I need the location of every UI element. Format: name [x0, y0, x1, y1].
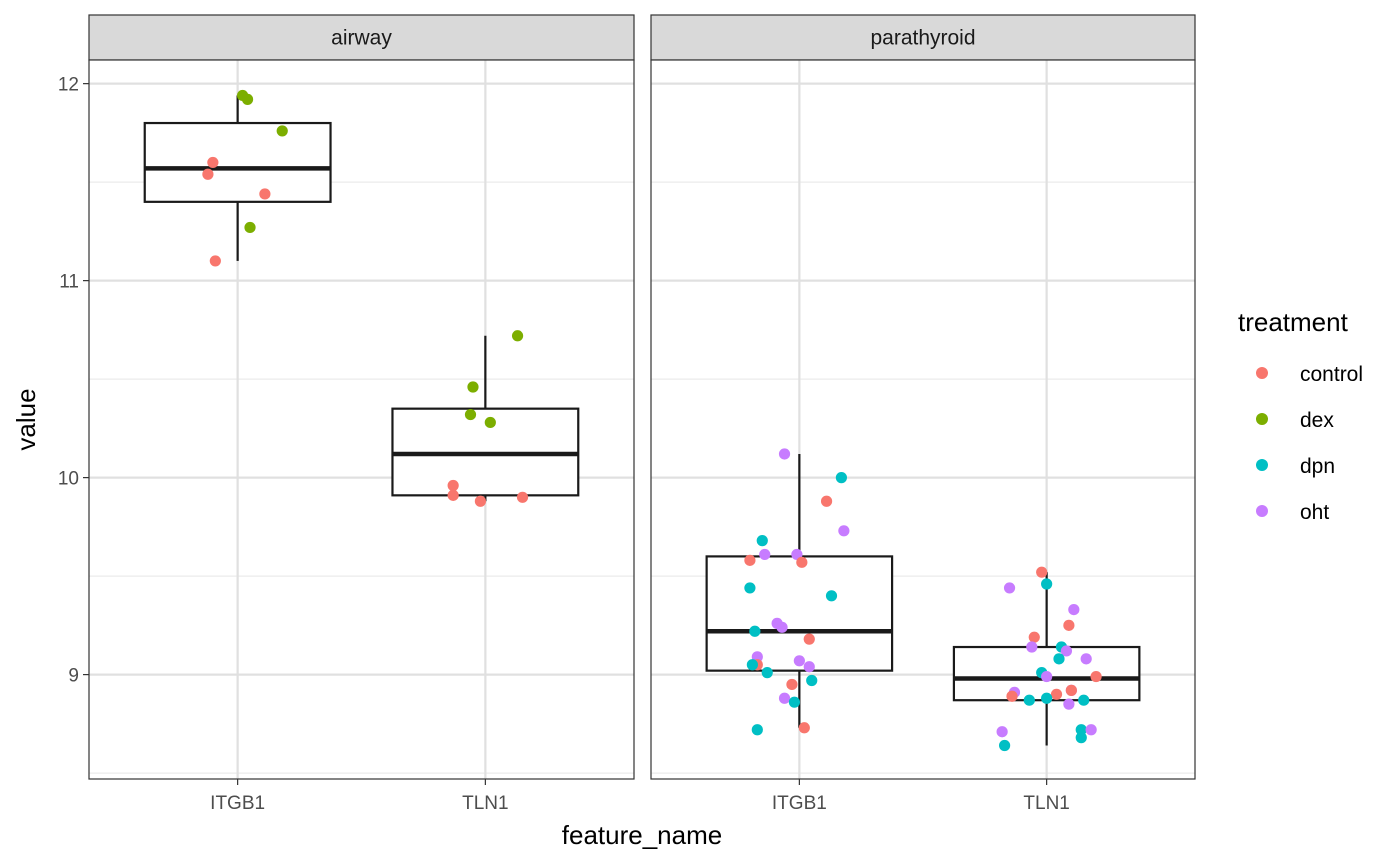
legend-key-dpn: [1256, 459, 1268, 471]
data-point-oht: [996, 726, 1008, 738]
data-point-dpn: [788, 696, 801, 708]
data-point-dpn: [1041, 578, 1053, 590]
panel-border: [88, 59, 635, 780]
data-point-dpn: [1053, 653, 1065, 665]
data-point-control: [474, 495, 487, 507]
data-point-control: [202, 168, 214, 180]
data-point-dpn: [761, 667, 773, 679]
data-point-control: [207, 156, 219, 169]
data-point-oht: [1080, 653, 1092, 665]
legend-key-control: [1256, 367, 1268, 379]
data-point-control: [1006, 690, 1018, 702]
data-point-control: [447, 479, 459, 492]
data-point-control: [1028, 631, 1040, 643]
data-point-control: [1036, 566, 1048, 578]
facet-strip-label: airway: [331, 27, 392, 50]
data-point-oht: [1063, 698, 1075, 710]
data-point-dpn: [746, 659, 758, 671]
data-point-dpn: [806, 674, 818, 687]
data-point-control: [786, 678, 798, 691]
y-tick-label: 10: [58, 469, 79, 490]
data-point-oht: [793, 655, 805, 667]
x-tick-label: TLN1: [462, 793, 508, 814]
data-point-control: [820, 495, 833, 507]
legend-label-oht: oht: [1300, 501, 1329, 524]
x-tick-label: ITGB1: [772, 793, 827, 814]
data-point-dpn: [825, 590, 838, 602]
data-point-control: [516, 491, 529, 503]
data-point-dpn: [835, 472, 848, 484]
data-point-dex: [467, 381, 479, 393]
legend-label-dpn: dpn: [1300, 455, 1335, 478]
data-point-oht: [1068, 603, 1080, 616]
data-point-control: [1050, 688, 1063, 700]
data-point-oht: [1003, 582, 1016, 594]
data-point-dex: [511, 330, 524, 342]
box-iqr: [143, 121, 332, 203]
data-point-oht: [759, 548, 771, 561]
data-point-control: [1063, 619, 1075, 631]
data-point-dpn: [1078, 694, 1090, 706]
legend-label-dex: dex: [1300, 409, 1334, 432]
data-point-control: [744, 554, 756, 566]
y-tick-label: 9: [68, 666, 79, 687]
data-point-dpn: [751, 724, 763, 736]
data-point-control: [798, 722, 810, 734]
data-point-oht: [778, 692, 791, 704]
data-point-control: [1090, 670, 1102, 683]
data-point-dex: [464, 408, 477, 421]
x-tick-label: ITGB1: [210, 793, 265, 814]
data-point-dpn: [744, 582, 756, 594]
data-point-oht: [838, 525, 850, 537]
facet-panel-airway: airway ITGB1 TLN1 9 10 11 12: [58, 14, 635, 814]
data-point-dpn: [1041, 692, 1053, 704]
data-point-oht: [776, 621, 788, 633]
legend-key-dex: [1256, 413, 1268, 425]
x-tick-label: TLN1: [1023, 793, 1069, 814]
data-point-dpn: [1075, 732, 1087, 744]
data-point-dpn: [756, 535, 768, 547]
legend: treatment control dex dpn oht: [1238, 307, 1363, 524]
data-point-control: [209, 255, 221, 267]
y-tick-label: 12: [58, 75, 79, 96]
data-point-oht: [803, 661, 815, 673]
data-point-dex: [276, 125, 288, 137]
panel-border: [650, 59, 1196, 780]
data-point-oht: [778, 448, 791, 460]
y-axis-title: value: [11, 388, 41, 450]
facet-strip-label: parathyroid: [870, 27, 975, 50]
data-point-oht: [1060, 645, 1073, 657]
data-point-oht: [1026, 641, 1038, 653]
data-point-dex: [244, 221, 256, 234]
facet-strip: [88, 14, 635, 61]
legend-title: treatment: [1238, 307, 1349, 337]
legend-key-oht: [1256, 505, 1268, 517]
data-point-dex: [241, 93, 254, 105]
data-point-dpn: [999, 739, 1011, 752]
x-axis-title: feature_name: [562, 820, 722, 850]
facet-panel-parathyroid: parathyroid ITGB1 TLN1: [650, 14, 1196, 814]
data-point-control: [447, 489, 459, 501]
data-point-control: [1065, 684, 1077, 696]
data-point-oht: [1041, 670, 1053, 683]
data-point-oht: [1085, 724, 1097, 736]
y-tick-label: 11: [59, 272, 79, 293]
legend-label-control: control: [1300, 363, 1363, 386]
data-point-dpn: [1075, 724, 1087, 736]
data-point-control: [796, 556, 808, 568]
data-point-control: [259, 188, 271, 200]
data-point-dpn: [1023, 694, 1035, 706]
data-point-control: [803, 633, 815, 645]
data-point-dpn: [749, 625, 761, 637]
data-point-dex: [484, 416, 496, 429]
box-iqr: [705, 555, 894, 672]
